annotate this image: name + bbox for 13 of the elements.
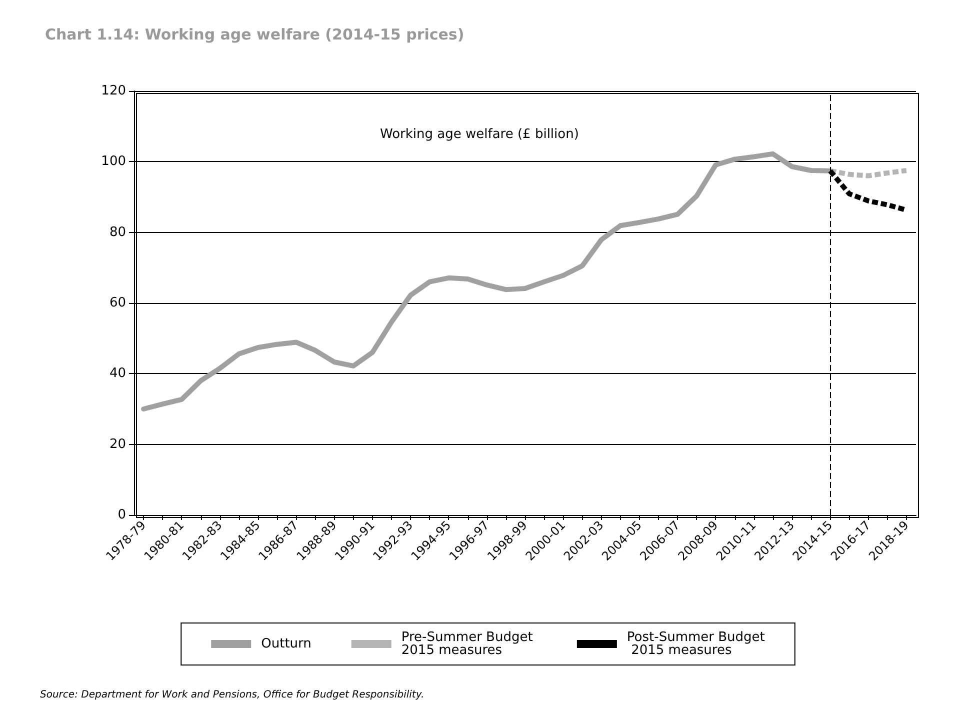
legend-label: Post-Summer Budget 2015 measures	[626, 630, 765, 658]
y-tick-label: 40	[109, 366, 126, 382]
y-tick-label: 80	[109, 224, 126, 240]
chart-title: Chart 1.14: Working age welfare (2014-15 prices)	[45, 26, 464, 44]
annotation: Working age welfare (£ billion)	[380, 127, 579, 142]
y-tick-label: 60	[109, 296, 126, 310]
y-tick-label: 20	[109, 436, 126, 452]
legend-label: Pre-Summer Budget 2015 measures	[401, 630, 537, 658]
y-tick-label: 120	[101, 84, 126, 98]
legend-label: Outturn	[261, 636, 312, 652]
y-tick-label: 100	[101, 154, 126, 170]
y-tick-label: 0	[118, 508, 126, 522]
source-note: Source: Department for Work and Pensions, Office for Budget Responsibility.	[40, 690, 424, 700]
